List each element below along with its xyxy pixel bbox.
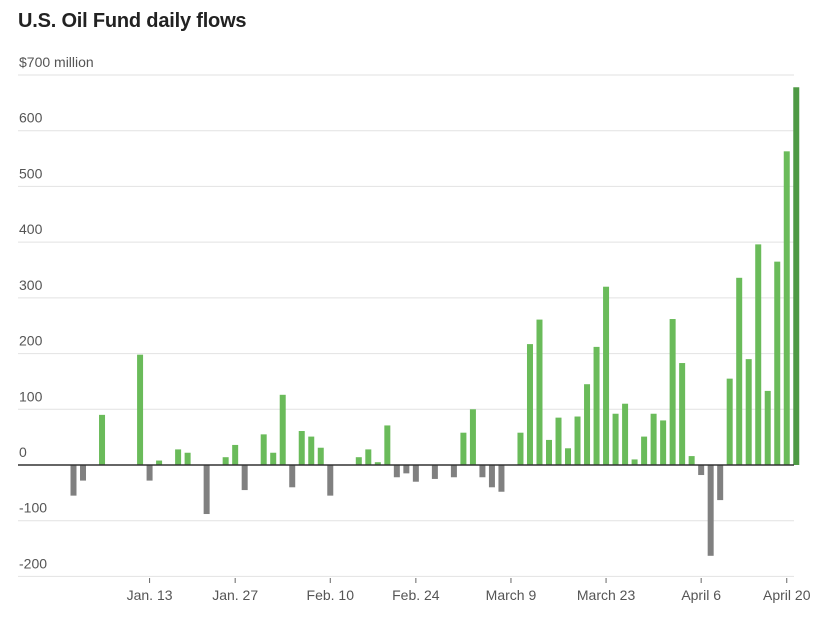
bar: [603, 286, 610, 465]
bar: [175, 449, 182, 465]
bar: [565, 448, 572, 465]
bar: [764, 390, 771, 465]
bar: [156, 460, 163, 465]
y-tick-label: 200: [19, 333, 43, 349]
bar: [403, 465, 410, 474]
bar: [317, 447, 324, 465]
bar: [70, 465, 77, 496]
x-tick-label: March 9: [486, 587, 537, 603]
y-tick-label: 600: [19, 110, 43, 126]
x-tick-label: March 23: [577, 587, 636, 603]
bar: [80, 465, 87, 481]
y-tick-label: 500: [19, 165, 43, 181]
bar: [146, 465, 153, 481]
bar: [641, 436, 648, 465]
bar: [498, 465, 505, 492]
x-tick-label: Feb. 24: [392, 587, 440, 603]
x-tick-label: Jan. 27: [212, 587, 258, 603]
bar: [327, 465, 334, 496]
y-tick-label: 300: [19, 277, 43, 293]
bar: [707, 465, 714, 556]
bar: [783, 151, 790, 465]
bar: [270, 452, 277, 465]
bar: [536, 319, 543, 465]
bar: [241, 465, 248, 491]
bar: [279, 394, 286, 465]
bar: [469, 409, 476, 465]
bar: [631, 459, 638, 465]
x-tick-label: April 6: [681, 587, 721, 603]
y-tick-label: -200: [19, 555, 47, 571]
chart-title: U.S. Oil Fund daily flows: [18, 10, 247, 32]
bar: [517, 432, 524, 465]
bar: [736, 277, 743, 465]
bar: [412, 465, 419, 482]
bar: [460, 432, 467, 465]
bar: [774, 261, 781, 465]
bar: [726, 378, 733, 465]
bar: [660, 420, 667, 465]
bar: [260, 434, 267, 465]
bar: [365, 449, 372, 465]
bar: [612, 413, 619, 465]
bar: [308, 436, 315, 465]
bar: [222, 457, 229, 465]
bar: [488, 465, 495, 488]
bar: [574, 416, 581, 465]
bar: [669, 319, 676, 465]
bar: [203, 465, 210, 515]
bar: [450, 465, 457, 478]
bar: [526, 344, 533, 465]
x-tick-label: Feb. 10: [307, 587, 355, 603]
bar: [137, 354, 144, 465]
bar: [698, 465, 705, 476]
bar: [384, 425, 391, 465]
y-tick-label: 400: [19, 221, 43, 237]
bar: [650, 413, 657, 465]
bar: [232, 444, 239, 465]
bar: [622, 403, 629, 465]
y-tick-label: -100: [19, 500, 47, 516]
bar: [745, 359, 752, 465]
x-tick-label: April 20: [763, 587, 811, 603]
bar: [584, 384, 591, 465]
bar: [755, 244, 762, 465]
bar: [374, 462, 381, 465]
y-tick-label: 100: [19, 388, 43, 404]
y-tick-label: 0: [19, 444, 27, 460]
bar: [431, 465, 438, 479]
bar: [298, 431, 305, 465]
bar: [393, 465, 400, 478]
bar: [717, 465, 724, 501]
bar: [289, 465, 296, 488]
bar: [679, 363, 686, 465]
bar: [99, 414, 106, 465]
bar: [546, 439, 552, 465]
bar: [355, 457, 362, 465]
bar: [555, 417, 562, 465]
bar: [184, 452, 191, 465]
y-tick-label: $700 million: [19, 54, 94, 70]
bar: [479, 465, 486, 478]
bar: [793, 87, 800, 465]
bar: [688, 456, 695, 465]
x-tick-label: Jan. 13: [127, 587, 173, 603]
bar: [593, 346, 600, 465]
